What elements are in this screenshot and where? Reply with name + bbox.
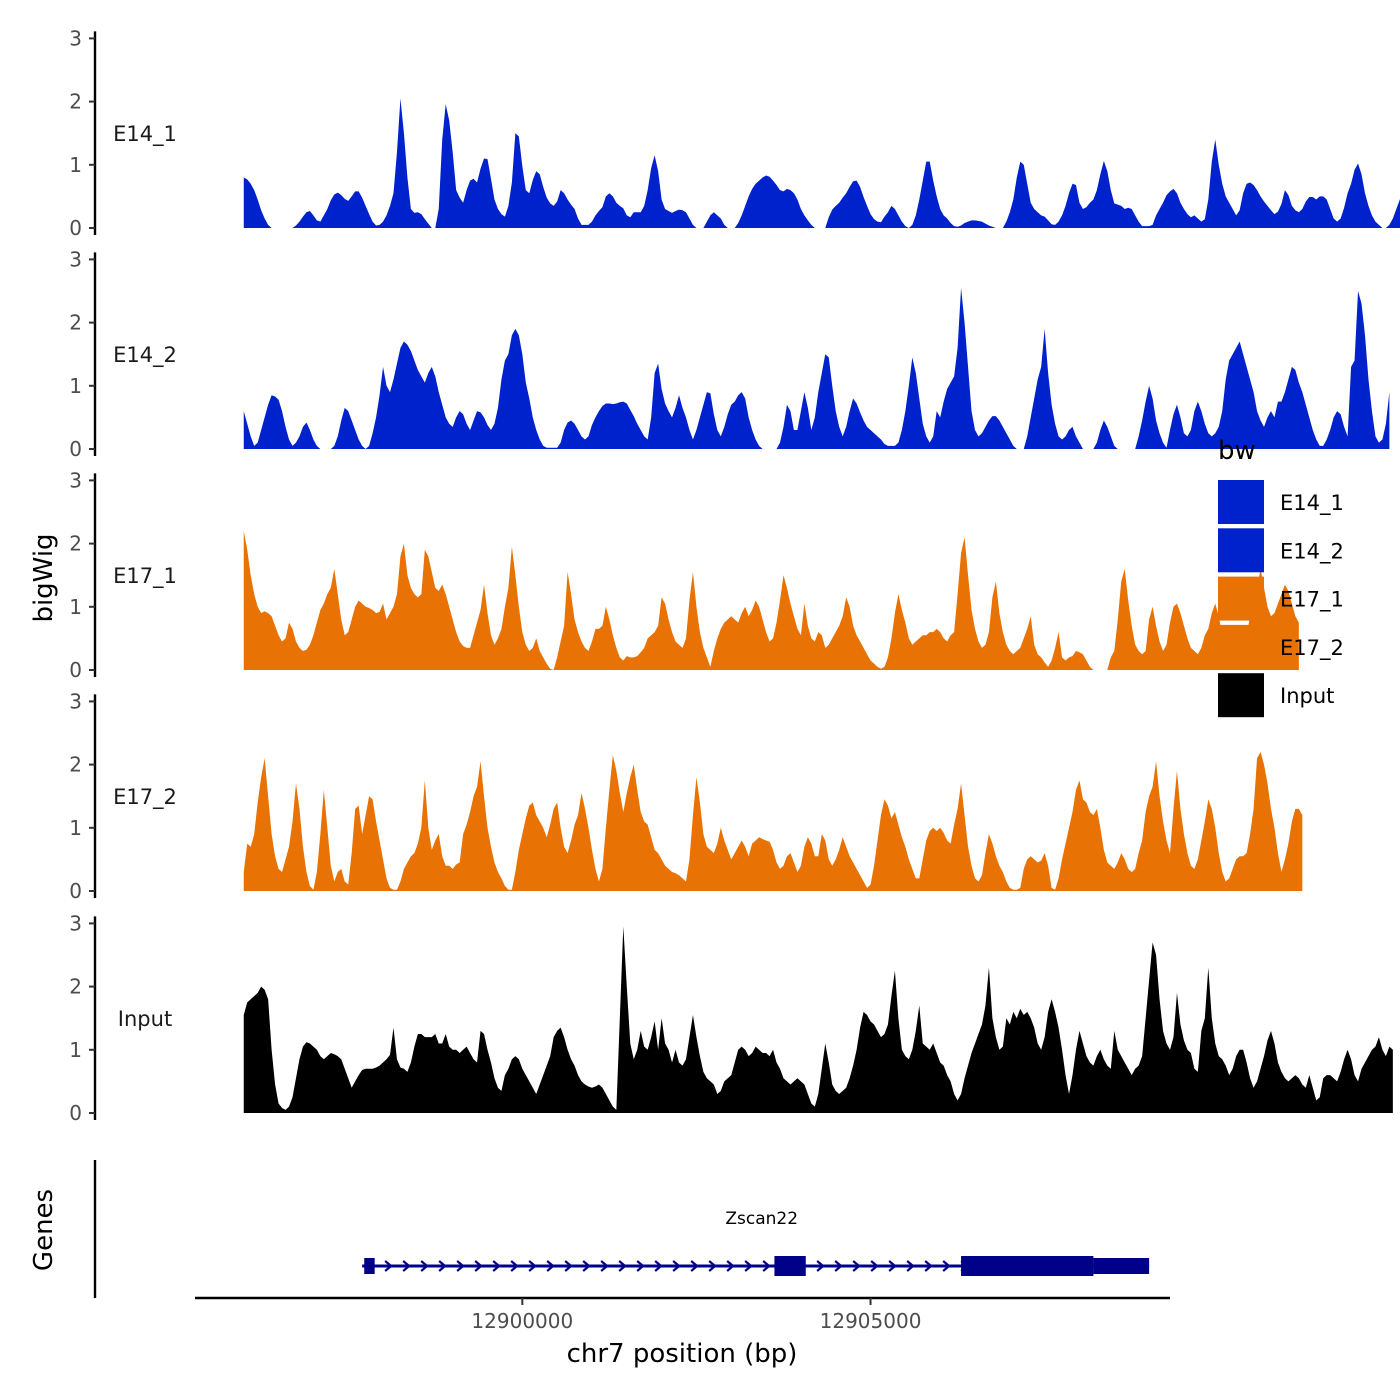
y-tick-label: 2 bbox=[69, 90, 82, 114]
y-tick-label: 3 bbox=[69, 468, 82, 492]
track-label: E17_1 bbox=[113, 564, 177, 589]
legend-label: E17_2 bbox=[1280, 636, 1344, 661]
y-tick-label: 1 bbox=[69, 374, 82, 398]
y-tick-label: 0 bbox=[69, 437, 82, 461]
strand-arrow bbox=[942, 1260, 951, 1272]
legend-label: E14_1 bbox=[1280, 491, 1344, 516]
strand-arrow bbox=[816, 1260, 825, 1272]
strand-arrow bbox=[420, 1260, 429, 1272]
y-tick-label: 2 bbox=[69, 975, 82, 999]
y-tick-label: 1 bbox=[69, 595, 82, 619]
track-E14_1: 0 1 2 3 E14_1 bbox=[69, 26, 1400, 240]
legend-swatch bbox=[1218, 624, 1264, 669]
track-E17_1: 0 1 2 3 E17_1 bbox=[69, 468, 1299, 682]
strand-arrow bbox=[384, 1260, 393, 1272]
legend-label: E14_2 bbox=[1280, 539, 1344, 564]
legend-entry-E14_2: E14_2 bbox=[1218, 528, 1344, 573]
area-E14_1 bbox=[243, 98, 1400, 228]
legend-title: bw bbox=[1218, 436, 1256, 466]
strand-arrow bbox=[726, 1260, 735, 1272]
y-tick-label: 2 bbox=[69, 311, 82, 335]
strand-arrow bbox=[870, 1260, 879, 1272]
legend-swatch bbox=[1218, 576, 1264, 621]
gene-exon bbox=[364, 1258, 375, 1274]
strand-arrow bbox=[510, 1260, 519, 1272]
y-tick-label: 3 bbox=[69, 247, 82, 271]
track-E17_2: 0 1 2 3 E17_2 bbox=[69, 689, 1303, 903]
y-tick-label: 0 bbox=[69, 1101, 82, 1125]
bigwig-tracks: 0 1 2 3 E14_1 0 1 2 3 E14_2 0 1 2 3 E17_1 0 1 2 3 E17_2 0 1 2 3… bbox=[69, 26, 1400, 1125]
strand-arrow bbox=[852, 1260, 861, 1272]
y-tick-label: 3 bbox=[69, 26, 82, 50]
strand-arrow bbox=[564, 1260, 573, 1272]
x-axis: 12900000 12905000 bbox=[195, 1296, 1170, 1333]
legend-entry-E14_1: E14_1 bbox=[1218, 480, 1344, 524]
gene-exon bbox=[961, 1256, 1094, 1276]
legend-label: Input bbox=[1280, 684, 1334, 708]
track-label: E14_2 bbox=[113, 343, 177, 368]
strand-arrow bbox=[924, 1260, 933, 1272]
strand-arrow bbox=[474, 1260, 483, 1272]
strand-arrow bbox=[438, 1260, 447, 1272]
genes-track: Zscan22 bbox=[93, 1160, 1150, 1298]
strand-arrow bbox=[582, 1260, 591, 1272]
track-label: Input bbox=[118, 1007, 172, 1031]
y-tick-label: 1 bbox=[69, 1038, 82, 1062]
track-label: E14_1 bbox=[113, 122, 177, 147]
y-tick-label: 0 bbox=[69, 658, 82, 682]
legend-swatch bbox=[1218, 673, 1264, 718]
x-axis-title: chr7 position (bp) bbox=[567, 1339, 798, 1369]
legend-entry-E17_2: E17_2 bbox=[1218, 624, 1344, 669]
strand-arrow bbox=[654, 1260, 663, 1272]
area-Input bbox=[243, 926, 1393, 1113]
strand-arrow bbox=[636, 1260, 645, 1272]
legend: bw E14_1 E14_2 E17_1 E17_2 Input bbox=[1218, 436, 1344, 718]
gene-exon bbox=[774, 1256, 806, 1276]
strand-arrow bbox=[600, 1260, 609, 1272]
strand-arrow bbox=[888, 1260, 897, 1272]
strand-arrow bbox=[618, 1260, 627, 1272]
y-tick-label: 0 bbox=[69, 879, 82, 903]
strand-arrow bbox=[762, 1260, 771, 1272]
gene-Zscan22: Zscan22 bbox=[362, 1209, 1150, 1276]
y-tick-label: 3 bbox=[69, 911, 82, 935]
legend-label: E17_1 bbox=[1280, 588, 1344, 613]
y-tick-label: 1 bbox=[69, 816, 82, 840]
legend-swatch bbox=[1218, 528, 1264, 573]
strand-arrow bbox=[546, 1260, 555, 1272]
legend-entry-E17_1: E17_1 bbox=[1218, 576, 1344, 621]
strand-arrow bbox=[492, 1260, 501, 1272]
legend-swatch bbox=[1218, 480, 1264, 524]
genes-axis-title: Genes bbox=[29, 1189, 59, 1271]
y-tick-label: 3 bbox=[69, 689, 82, 713]
strand-arrow bbox=[708, 1260, 717, 1272]
area-E17_2 bbox=[243, 751, 1303, 891]
strand-arrow bbox=[672, 1260, 681, 1272]
strand-arrow bbox=[834, 1260, 843, 1272]
y-tick-label: 1 bbox=[69, 153, 82, 177]
track-Input: 0 1 2 3 Input bbox=[69, 911, 1393, 1125]
track-label: E17_2 bbox=[113, 785, 177, 810]
y-tick-label: 2 bbox=[69, 753, 82, 777]
y-tick-label: 0 bbox=[69, 216, 82, 240]
gene-exon bbox=[1093, 1258, 1150, 1274]
area-E14_2 bbox=[243, 287, 1390, 449]
y-tick-label: 2 bbox=[69, 532, 82, 556]
strand-arrow bbox=[402, 1260, 411, 1272]
strand-arrow bbox=[528, 1260, 537, 1272]
track-E14_2: 0 1 2 3 E14_2 bbox=[69, 247, 1390, 461]
strand-arrow bbox=[744, 1260, 753, 1272]
x-tick-label: 12905000 bbox=[820, 1309, 922, 1333]
legend-entry-Input: Input bbox=[1218, 673, 1334, 718]
x-tick-label: 12900000 bbox=[471, 1309, 573, 1333]
strand-arrow bbox=[690, 1260, 699, 1272]
y-axis-title: bigWig bbox=[29, 533, 59, 622]
area-E17_1 bbox=[243, 530, 1299, 670]
strand-arrow bbox=[456, 1260, 465, 1272]
strand-arrow bbox=[906, 1260, 915, 1272]
gene-label: Zscan22 bbox=[725, 1209, 798, 1229]
